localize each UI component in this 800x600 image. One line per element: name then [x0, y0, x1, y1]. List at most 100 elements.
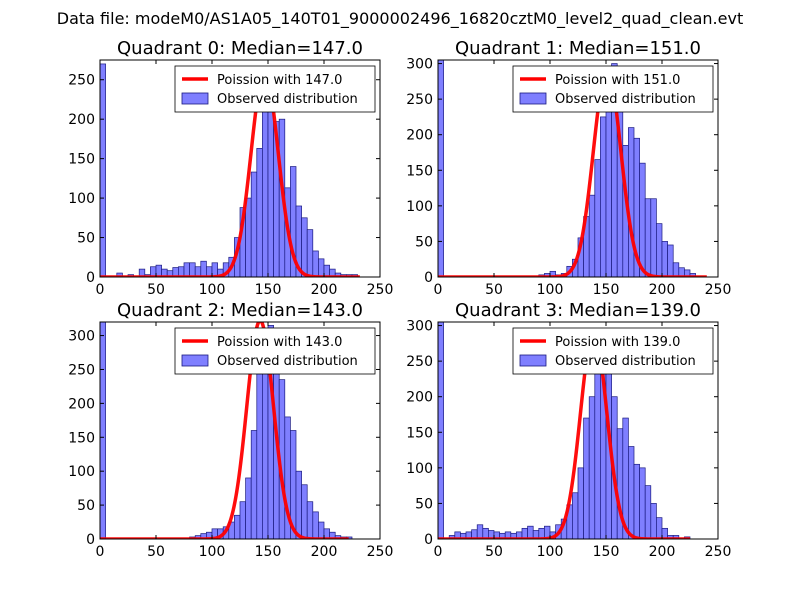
legend-label-observed: Observed distribution: [217, 354, 358, 369]
legend: Poission with 151.0 Observed distribution: [512, 65, 714, 113]
histogram-bar: [639, 467, 646, 539]
histogram-bar: [250, 171, 258, 277]
legend-patch-swatch: [181, 354, 209, 367]
histogram-bar: [250, 430, 258, 539]
y-tick-label: 150: [68, 430, 95, 446]
y-tick-label: 250: [68, 362, 95, 378]
histogram-bar: [594, 353, 601, 539]
histogram-bar: [323, 264, 330, 277]
histogram-bar: [239, 501, 246, 539]
histogram-bar: [189, 262, 196, 277]
legend-patch-swatch: [519, 92, 547, 105]
histogram-bar: [628, 127, 635, 277]
y-tick-label: 300: [68, 329, 95, 345]
axes-frame: [437, 321, 719, 540]
legend-label-poisson: Poission with 151.0: [555, 73, 680, 88]
y-tick-label: 150: [406, 163, 433, 179]
x-tick-label: 250: [705, 544, 732, 560]
histogram-bar: [138, 268, 146, 277]
histogram-bar: [689, 273, 696, 277]
histogram-bar: [301, 484, 308, 539]
y-tick-label: 150: [406, 425, 433, 441]
legend: Poission with 147.0 Observed distribution: [174, 65, 376, 113]
histogram-bar: [234, 514, 241, 539]
y-tick-label: 250: [406, 92, 433, 108]
x-tick-label: 150: [255, 282, 282, 298]
legend-patch-swatch: [519, 354, 547, 367]
y-tick-label: 200: [68, 112, 95, 128]
histogram-bar: [262, 348, 269, 539]
x-tick-label: 50: [485, 282, 503, 298]
x-tick-label: 200: [649, 282, 676, 298]
y-tick-label: 0: [424, 270, 433, 286]
histogram-bar: [476, 524, 484, 539]
histogram-bar: [577, 467, 584, 539]
legend: Poission with 143.0 Observed distribution: [174, 327, 376, 375]
y-tick-label: 100: [68, 191, 95, 207]
histogram-bar: [588, 194, 596, 277]
y-tick-label: 250: [406, 354, 433, 370]
histogram-bar: [588, 396, 596, 539]
histogram-bar: [572, 492, 579, 539]
histogram-bar: [295, 470, 302, 539]
panel-title: Quadrant 3: Median=139.0: [455, 300, 701, 321]
histogram-bar: [183, 262, 190, 277]
x-tick-label: 250: [705, 282, 732, 298]
y-tick-label: 50: [77, 498, 95, 514]
legend-patch-swatch: [181, 92, 209, 105]
histogram-bar: [644, 485, 652, 539]
histogram-bar: [650, 198, 657, 277]
y-tick-label: 300: [406, 319, 433, 335]
plot-area: [100, 322, 353, 539]
histogram-bar: [628, 446, 635, 539]
histogram-bar: [639, 162, 646, 277]
histogram-bar: [306, 229, 314, 277]
x-tick-label: 250: [367, 282, 394, 298]
histogram-bar: [438, 322, 444, 539]
histogram-bar: [667, 244, 674, 277]
histogram-bar: [318, 521, 325, 539]
histogram-bar: [256, 372, 263, 539]
y-tick-label: 200: [68, 396, 95, 412]
legend: Poission with 139.0 Observed distribution: [512, 327, 714, 375]
histogram-bar: [656, 517, 663, 539]
histogram-bar: [245, 197, 252, 277]
histogram-bar: [672, 262, 680, 277]
histogram-bar: [633, 463, 640, 539]
quadrant-2-panel: 0 50 100 150 200 250 0 50 100 150 200 250 300 Quadran…: [68, 300, 393, 560]
x-tick-label: 100: [199, 544, 226, 560]
histogram-bar: [100, 63, 106, 277]
x-tick-label: 0: [434, 282, 443, 298]
y-tick-label: 100: [68, 464, 95, 480]
y-tick-label: 200: [406, 128, 433, 144]
histogram-bar: [262, 87, 269, 277]
histogram-bar: [100, 322, 106, 539]
histogram-bar: [644, 198, 652, 277]
y-tick-label: 250: [68, 73, 95, 89]
histogram-bar: [594, 159, 601, 277]
y-tick-label: 0: [86, 532, 95, 548]
panel-title: Quadrant 1: Median=151.0: [455, 38, 701, 59]
y-tick-label: 100: [406, 461, 433, 477]
quadrant-0-panel: 0 50 100 150 200 250 0 50 100 150 200 250 Quadrant 0…: [68, 38, 393, 298]
panel-title: Quadrant 0: Median=147.0: [117, 38, 363, 59]
histogram-bar: [672, 535, 680, 539]
histogram-bar: [301, 217, 308, 277]
y-tick-label: 300: [406, 57, 433, 73]
axes-frame: [99, 321, 381, 540]
x-tick-label: 150: [255, 544, 282, 560]
quadrant-3-panel: 0 50 100 150 200 250 0 50 100 150 200 250 300 Quadran…: [406, 300, 731, 560]
histogram-bar: [650, 503, 657, 539]
histogram-bar: [583, 417, 590, 539]
y-tick-label: 100: [406, 199, 433, 215]
x-tick-label: 100: [199, 282, 226, 298]
histogram-bar: [438, 60, 444, 277]
legend-label-observed: Observed distribution: [217, 92, 358, 107]
y-tick-label: 50: [77, 231, 95, 247]
x-tick-label: 200: [649, 544, 676, 560]
y-tick-label: 50: [415, 234, 433, 250]
histogram-bar: [312, 511, 319, 539]
x-tick-label: 200: [311, 282, 338, 298]
x-tick-label: 50: [147, 282, 165, 298]
legend-label-poisson: Poission with 143.0: [217, 335, 342, 350]
